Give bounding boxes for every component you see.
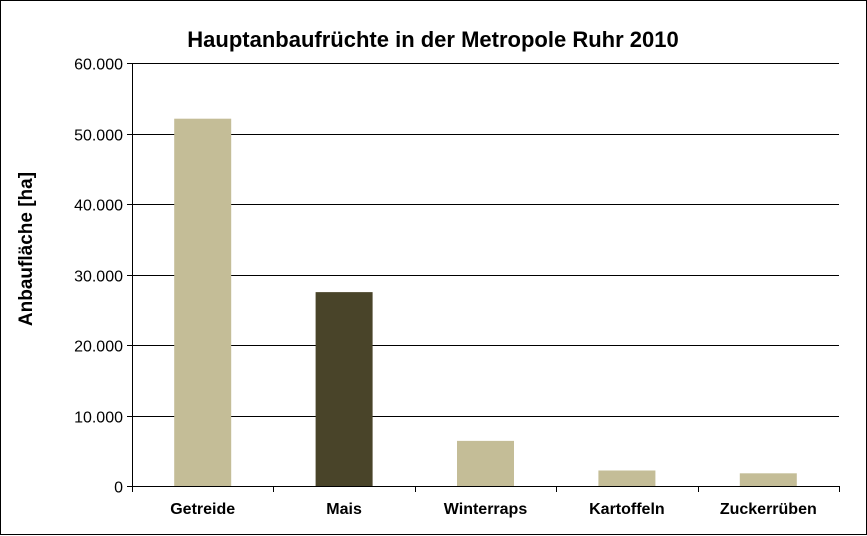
gridlines [132, 63, 839, 417]
axes [132, 63, 839, 487]
y-tick-label: 40.000 [74, 198, 123, 215]
bar [739, 473, 797, 486]
y-axis-ticks: 0 10.000 20.000 30.000 40.000 50.000 60.000 [74, 57, 132, 497]
y-tick-label: 0 [114, 480, 123, 497]
x-tick-label: Getreide [170, 501, 235, 518]
x-axis-ticks: Getreide Mais Winterraps Kartoffeln Zuckerrü… [132, 486, 840, 518]
bar [598, 470, 656, 486]
chart-title: Hauptanbaufrüchte in der Metropole Ruhr … [187, 27, 678, 52]
bar [174, 118, 232, 486]
y-tick-label: 10.000 [74, 410, 123, 427]
bar [457, 440, 514, 486]
bars [174, 118, 797, 486]
y-tick-label: 60.000 [74, 57, 123, 74]
x-tick-label: Kartoffeln [589, 501, 665, 518]
x-tick-label: Mais [326, 501, 362, 518]
y-axis-label: Anbaufläche [ha] [16, 172, 37, 326]
y-tick-label: 50.000 [74, 128, 123, 145]
x-tick-label: Winterraps [444, 501, 528, 518]
y-tick-label: 30.000 [74, 269, 123, 286]
x-tick-label: Zuckerrüben [720, 501, 817, 518]
y-tick-label: 20.000 [74, 339, 123, 356]
bar [315, 292, 373, 486]
